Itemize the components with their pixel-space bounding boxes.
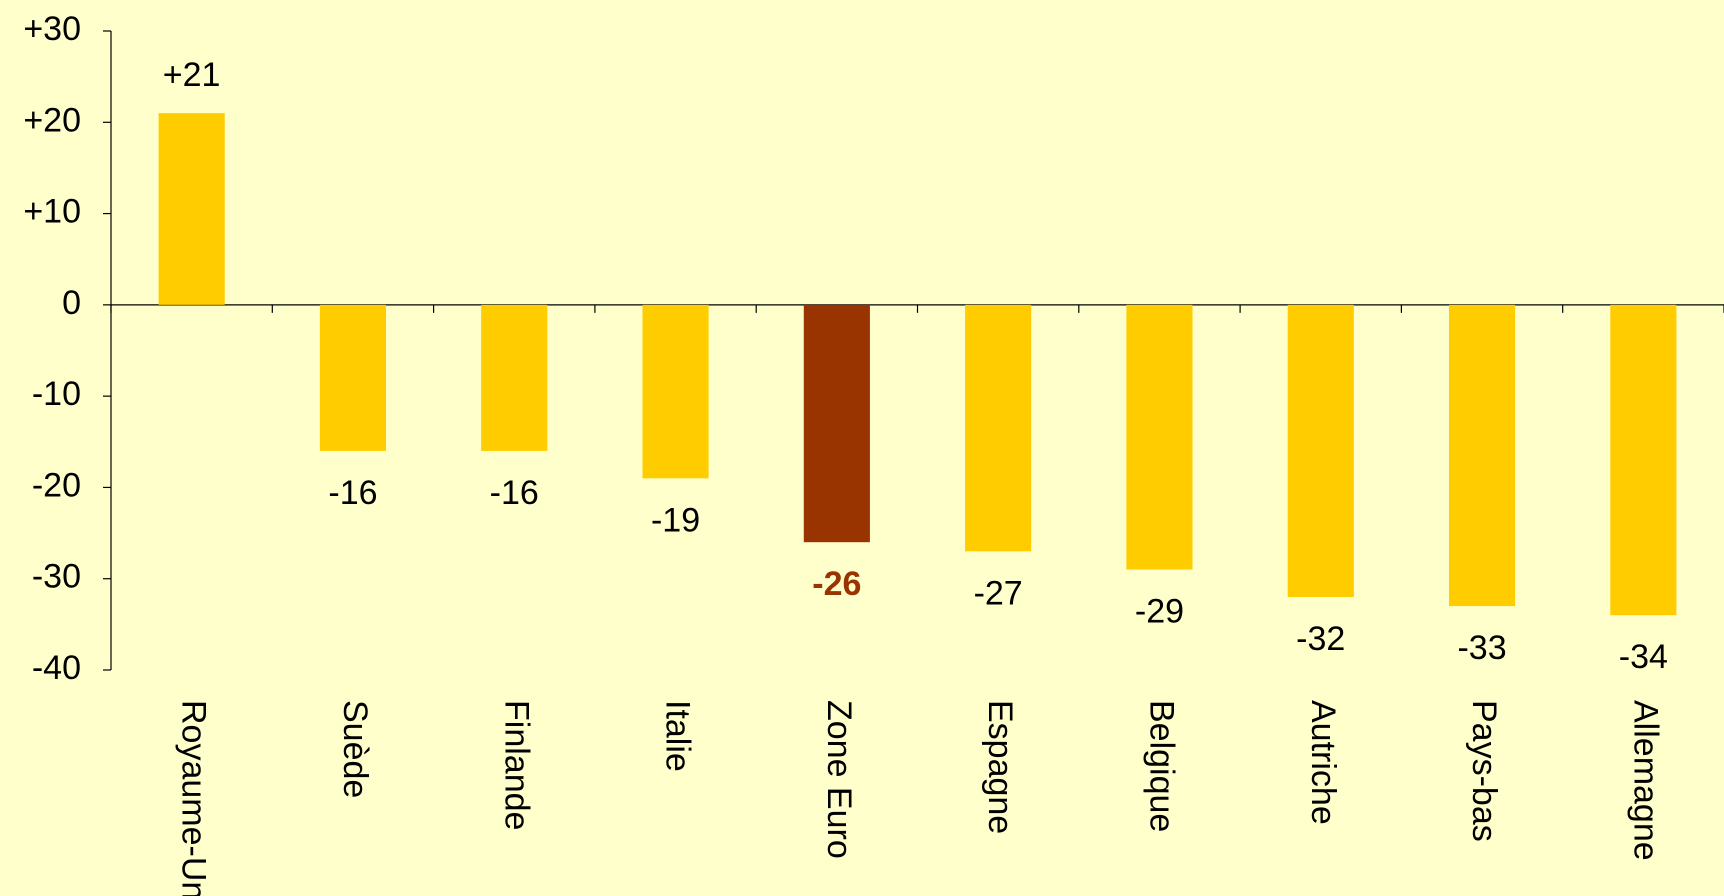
y-tick-label: +30 [23, 10, 81, 48]
y-tick-label: +20 [23, 101, 81, 139]
x-tick-label: Pays-bas [1465, 700, 1503, 842]
y-tick-label: -10 [32, 375, 81, 413]
bar [642, 304, 709, 479]
x-tick-label: Finlande [497, 700, 535, 830]
value-label: +21 [163, 56, 221, 94]
value-label: -33 [1457, 629, 1506, 667]
x-tick-label: Espagne [981, 700, 1019, 834]
value-label: -34 [1619, 638, 1668, 676]
x-tick-label: Royaume-Uni [175, 700, 213, 896]
bar [803, 304, 870, 543]
value-label: -29 [1135, 593, 1184, 631]
bar [158, 113, 225, 305]
y-tick-label: -30 [32, 558, 81, 596]
x-tick-label: Suède [336, 700, 374, 798]
y-tick-label: -40 [32, 649, 81, 687]
value-label: -32 [1296, 620, 1345, 658]
y-tick-label: 0 [62, 284, 81, 322]
value-label: -16 [490, 474, 539, 512]
bar [1126, 304, 1193, 570]
x-tick-label: Zone Euro [820, 700, 858, 859]
x-tick-label: Autriche [1304, 700, 1342, 825]
bar [1287, 304, 1354, 597]
value-label: -19 [651, 501, 700, 539]
value-label: -16 [328, 474, 377, 512]
bar [481, 304, 548, 451]
x-tick-label: Allemagne [1626, 700, 1664, 861]
value-label: -27 [974, 574, 1023, 612]
x-tick-label: Italie [659, 700, 697, 772]
y-tick-label: -20 [32, 466, 81, 504]
bar [1610, 304, 1677, 616]
bar [1448, 304, 1516, 607]
x-tick-label: Belgique [1142, 700, 1180, 832]
value-label: -26 [812, 565, 861, 603]
y-tick-label: +10 [23, 193, 81, 231]
bar [319, 304, 387, 451]
bar [965, 304, 1032, 552]
